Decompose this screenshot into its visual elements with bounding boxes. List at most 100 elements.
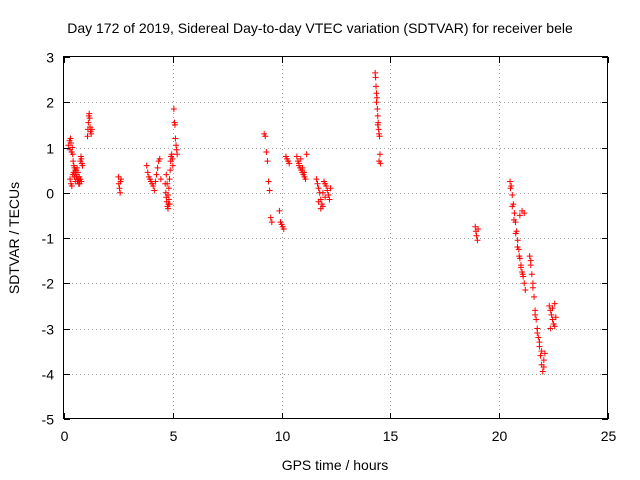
data-point [263, 149, 270, 156]
data-point [522, 287, 529, 294]
data-point [526, 253, 533, 260]
data-point [165, 196, 172, 203]
chart-title: Day 172 of 2019, Sidereal Day-to-day VTE… [67, 20, 573, 36]
data-point [374, 112, 381, 119]
x-tick-label: 15 [383, 428, 399, 444]
data-point [69, 151, 76, 158]
data-point [551, 300, 558, 307]
data-point [322, 194, 329, 201]
data-point [302, 176, 309, 183]
data-point [301, 169, 308, 176]
data-point [540, 363, 547, 370]
data-point [276, 207, 283, 214]
data-point [516, 253, 523, 260]
axis-ticks [64, 57, 609, 420]
data-point [325, 192, 332, 199]
data-point [67, 139, 74, 146]
data-point [165, 185, 172, 192]
data-point [169, 162, 176, 169]
data-point [74, 169, 81, 176]
data-point [69, 144, 76, 151]
data-point [70, 158, 77, 165]
data-point [173, 142, 180, 149]
y-tick-label: -1 [42, 231, 55, 247]
y-tick-label: 1 [46, 141, 54, 157]
data-point [169, 155, 176, 162]
data-point [374, 121, 381, 128]
plot-frame [63, 56, 608, 419]
data-point [324, 187, 331, 194]
data-point [376, 158, 383, 165]
data-point [79, 162, 86, 169]
x-tick-label: 0 [61, 428, 69, 444]
y-tick-label: 3 [46, 50, 54, 66]
data-point [539, 368, 546, 375]
y-axis-label: SDTVAR / TECUs [6, 182, 22, 294]
data-point [150, 182, 157, 189]
data-point [323, 182, 330, 189]
y-tick-label: 0 [46, 186, 54, 202]
data-point [514, 237, 521, 244]
data-point [68, 182, 75, 189]
data-point [88, 126, 95, 133]
data-points [65, 69, 559, 375]
data-point [511, 210, 518, 217]
data-point [373, 99, 380, 106]
data-point [473, 232, 480, 239]
data-point [314, 180, 321, 187]
data-point [541, 350, 548, 357]
data-point [540, 357, 547, 364]
data-point [299, 164, 306, 171]
data-point [293, 153, 300, 160]
data-point [267, 214, 274, 221]
data-point [117, 189, 124, 196]
data-point [552, 314, 559, 321]
data-point [67, 176, 74, 183]
data-point [313, 176, 320, 183]
data-point [547, 325, 554, 332]
data-point [118, 176, 125, 183]
data-point [286, 160, 293, 167]
data-point [512, 230, 519, 237]
data-point [517, 262, 524, 269]
data-point [510, 216, 517, 223]
data-point [315, 185, 322, 192]
data-point [373, 83, 380, 90]
data-point [280, 225, 287, 232]
data-point [157, 176, 164, 183]
data-point [152, 178, 159, 185]
data-point [156, 155, 163, 162]
data-point [507, 178, 514, 185]
y-tick-label: -4 [42, 367, 55, 383]
data-point [521, 210, 528, 217]
data-point [519, 271, 526, 278]
data-point [529, 284, 536, 291]
data-point [144, 169, 151, 176]
data-point [163, 171, 170, 178]
data-point [546, 302, 553, 309]
data-point [297, 155, 304, 162]
data-point [88, 130, 95, 137]
data-point [172, 135, 179, 142]
data-point [170, 106, 177, 113]
x-axis-label: GPS time / hours [282, 457, 389, 473]
data-point [326, 196, 333, 203]
data-point [528, 271, 535, 278]
data-point [551, 323, 558, 330]
data-point [151, 187, 158, 194]
data-point [143, 162, 150, 169]
x-tick-label: 10 [275, 428, 291, 444]
x-tick-label: 5 [170, 428, 178, 444]
data-point [507, 185, 514, 192]
data-point [116, 185, 123, 192]
data-point [85, 119, 92, 126]
data-point [84, 133, 91, 140]
data-point [319, 189, 326, 196]
data-point [167, 167, 174, 174]
y-tick-label: -2 [42, 276, 55, 292]
y-tick-label: 2 [46, 95, 54, 111]
data-point [538, 348, 545, 355]
data-point [174, 151, 181, 158]
data-point [166, 176, 173, 183]
